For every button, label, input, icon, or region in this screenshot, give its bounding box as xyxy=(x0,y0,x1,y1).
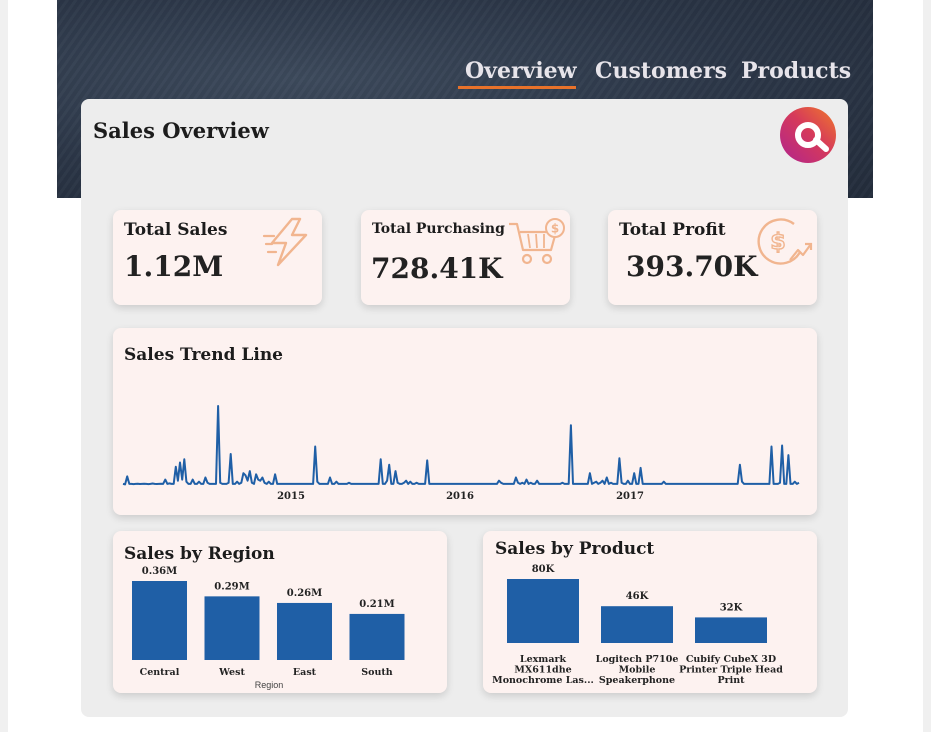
category-label: East xyxy=(293,667,317,678)
chart-title: Sales by Product xyxy=(495,539,655,559)
bar xyxy=(349,613,405,660)
bar xyxy=(695,617,767,643)
bar xyxy=(277,602,332,660)
kpi-card-total-profit xyxy=(608,210,817,305)
tab-customers[interactable]: Customers xyxy=(595,58,727,84)
dollar-growth-icon: $ xyxy=(757,218,813,265)
category-label: Cubify CubeX 3D xyxy=(686,654,776,665)
x-axis-title: Region xyxy=(255,680,284,690)
data-label: 0.36M xyxy=(142,566,177,577)
data-label: 0.21M xyxy=(359,599,394,610)
category-label: Logitech P710e xyxy=(596,654,679,665)
category-label: Print xyxy=(717,675,745,686)
tab-products[interactable]: Products xyxy=(741,58,852,84)
data-label: 0.26M xyxy=(287,588,322,599)
x-tick-label: 2016 xyxy=(446,491,474,502)
category-label: MX611dhe xyxy=(514,665,571,676)
category-label: West xyxy=(218,667,245,678)
category-label: Lexmark xyxy=(520,654,567,665)
category-label: Monochrome Las... xyxy=(492,675,594,686)
kpi-title: Total Sales xyxy=(124,220,228,240)
bar xyxy=(601,606,673,643)
x-tick-label: 2017 xyxy=(616,491,644,502)
kpi-value: 728.41K xyxy=(371,252,503,285)
active-tab-underline xyxy=(458,86,576,89)
bar xyxy=(507,579,579,643)
lightning-icon xyxy=(262,217,308,267)
kpi-card-total-purchasing xyxy=(361,210,570,305)
bar xyxy=(132,581,187,660)
kpi-title: Total Purchasing xyxy=(372,221,505,237)
category-label: South xyxy=(361,667,392,678)
kpi-value: 393.70K xyxy=(626,250,758,283)
category-label: Speakerphone xyxy=(599,675,675,686)
data-label: 0.29M xyxy=(214,581,249,592)
data-label: 80K xyxy=(532,564,555,575)
chart-title: Sales by Region xyxy=(124,544,275,564)
page-title: Sales Overview xyxy=(93,118,269,143)
category-label: Central xyxy=(140,667,180,678)
brand-logo-icon xyxy=(780,107,836,163)
shopping-cart-dollar-icon: $ xyxy=(509,218,565,265)
chart-title: Sales Trend Line xyxy=(124,345,283,365)
kpi-value: 1.12M xyxy=(124,250,224,283)
trend-line-series xyxy=(122,405,800,486)
svg-text:$: $ xyxy=(770,230,785,255)
category-label: Mobile xyxy=(619,665,656,676)
sales-by-region-chart: 0.36M Central 0.29M West 0.26M East 0.21M South… xyxy=(132,566,405,690)
category-label: Printer Triple Head xyxy=(679,665,783,676)
x-tick-label: 2015 xyxy=(277,491,305,502)
svg-text:$: $ xyxy=(551,222,559,236)
tab-overview[interactable]: Overview xyxy=(465,58,577,84)
data-label: 46K xyxy=(626,591,649,602)
kpi-title: Total Profit xyxy=(619,220,726,240)
sales-trend-chart: 2015 2016 2017 xyxy=(122,405,800,502)
data-label: 32K xyxy=(720,602,743,613)
bar xyxy=(204,596,260,660)
